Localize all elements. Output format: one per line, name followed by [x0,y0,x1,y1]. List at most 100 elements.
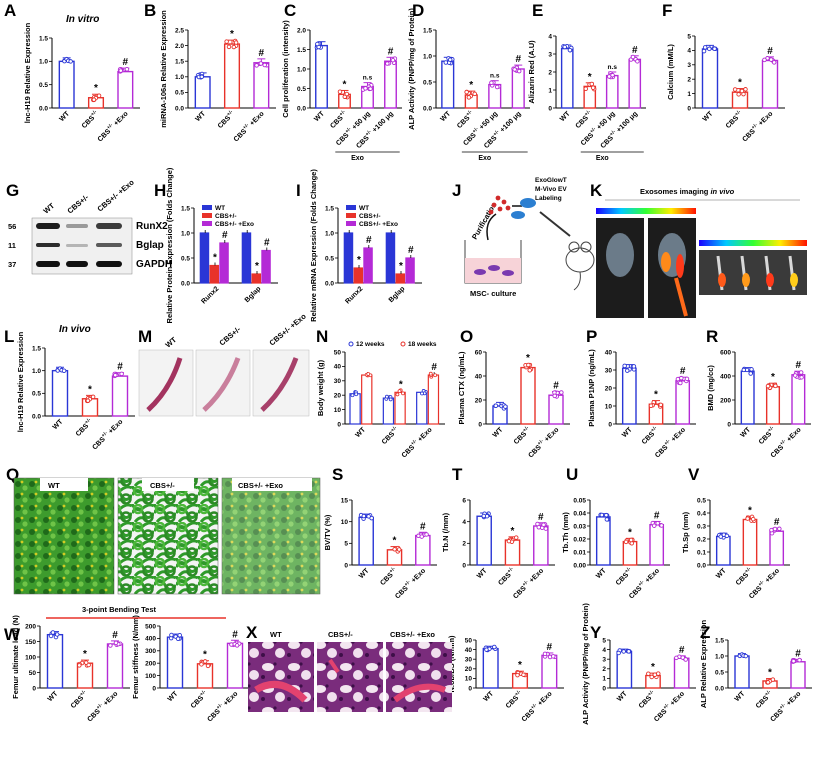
chart-h-bar [251,273,262,284]
mw-marker-11: 11 [8,241,16,250]
femur-label-cbs: CBS+/- [218,324,243,347]
chart-b-ytick-label: 1.5 [175,59,184,66]
chart-c-category-label: CBS+/- [328,109,349,130]
chart-v-panel-letter: V [688,465,700,484]
chart-i-ytick-label: 0.5 [325,255,334,262]
chart-p-point [658,402,663,408]
chart-u-bar [622,540,638,566]
chart-t-point [513,535,519,540]
trabecula-wt [254,680,308,703]
chart-b-point [254,63,259,68]
chart-r-point [741,367,747,373]
chart-n-point [354,392,359,397]
chart-f-point [771,60,777,65]
chart-v-point [724,533,730,539]
chart-t-y-axis-label: Tb.N (/mm) [441,512,450,552]
chart-i-significance: * [357,255,361,266]
chart-u-point [659,523,664,528]
chart-y-bar [673,657,690,689]
chart-d-point [447,57,453,62]
chart-s-bar [358,516,374,566]
chart-w1-bar [106,643,124,689]
chart-r-panel-letter: R [706,327,718,346]
chart-t: 0 2 4 6 Tb.N (/mm) T WT * CBS+/- # CBS+/- +Exo [441,465,555,600]
chart-l-panel-title: In vivo [59,324,91,335]
chart-i-bar [385,232,396,284]
chart-h-category-label: Runx2 [200,285,220,305]
chart-w2-ytick-label: 300 [145,648,156,655]
femur-photo-cbs [195,349,251,417]
chart-c-group-label: Exo [351,155,364,162]
chart-y-ytick-label: 4 [602,647,606,654]
bone-signal-4 [790,273,798,287]
mouse-body-control [606,233,634,277]
chart-o-significance: * [526,353,530,364]
chart-e-point [630,54,636,60]
band-gapdh-cbs [66,261,88,267]
chart-w1-category-label: CBS+/- [68,689,89,710]
chart-l-category-label: WT [52,418,65,431]
femur-exo [260,357,299,412]
chart-n-ytick-label: 30 [334,378,342,385]
chart-b-bar [253,62,270,109]
chart-t-ytick-label: 0 [462,562,466,569]
chart-e-y-axis-label: Alizarin Red (A.U) [527,40,536,104]
chart-l-significance: # [117,362,123,373]
chart-d-point [466,95,472,100]
chart-o-point [503,404,508,409]
chart-p-ytick-label: 0 [608,421,612,428]
chart-h-ytick-label: 1.0 [181,230,190,237]
chart-n-point [366,372,371,376]
chart-z-ytick-label: 1.0 [715,653,724,660]
band-bglap-cbs [66,244,88,247]
chart-n-point [401,391,405,396]
signal-hotspot-1 [661,252,671,272]
chart-z-point [743,653,749,659]
chart-v-significance: # [774,517,780,528]
chart-u-category-label: CBS+/- [613,566,634,587]
chart-f-category-label: CBS+/- +Exo [740,109,774,143]
chart-h-y-axis-label: Relative Protein Expression (Folds Chang… [165,167,174,323]
panel-letter-m: M [138,327,152,346]
chart-w2-point [175,636,181,642]
chart-i-ytick-label: 0.0 [325,280,334,287]
chart-c-bar [384,60,397,109]
chart-x2-point [515,672,520,678]
band-gapdh-wt [36,261,60,267]
chart-x2-point [521,672,526,677]
mouse-icon [565,241,595,291]
chart-f-y-axis-label: Calcium (mM/L) [666,44,675,100]
chart-a-bar [58,60,75,109]
chart-a-ytick-label: 0.0 [39,105,48,112]
chart-c-y-axis-label: Cell proliferation (intensity) [281,20,290,118]
microct-cbs [118,478,218,594]
chart-z-point [797,657,802,663]
chart-h-category-label: Bglap [244,285,263,304]
chart-w2-bar [166,636,184,689]
chart-w2-category-label: WT [167,690,180,703]
chart-b-ytick-label: 2.5 [175,27,184,34]
chart-p-point [675,376,681,382]
chart-u: 0.00 0.01 0.02 0.03 0.04 0.05 Tb.Th (mm) U WT * CB… [561,465,670,600]
femur-photo-wt [138,349,194,417]
chart-i-legend-swatch [346,221,356,226]
bar-charts: 0.0 0.5 1.0 1.5 lnc-H19 Relative Expression A… [4,1,812,725]
panel-letter-x: X [246,623,258,642]
chart-i-bar [353,267,364,284]
chart-x2-ytick-label: 10 [465,676,473,683]
chart-d-bar [511,68,525,109]
chart-h-bar [241,232,252,284]
chart-h-bar [219,242,229,284]
chart-s-panel-letter: S [332,465,343,484]
chart-v-ytick-label: 0.0 [697,562,706,569]
chart-v-ytick-label: 0.2 [697,536,706,543]
chart-a-bar [117,70,134,109]
chart-s-significance: * [393,536,397,547]
chart-s-ytick-label: 0 [344,562,348,569]
chart-u-point [599,512,605,518]
chart-n: 0 10 20 30 40 50 Body weight (g) N WT * CBS+/- # CBS… [316,327,445,459]
chart-e-bar [605,74,619,109]
colorbar-left [596,208,696,214]
chart-d-ytick-label: 1.5 [423,27,432,34]
